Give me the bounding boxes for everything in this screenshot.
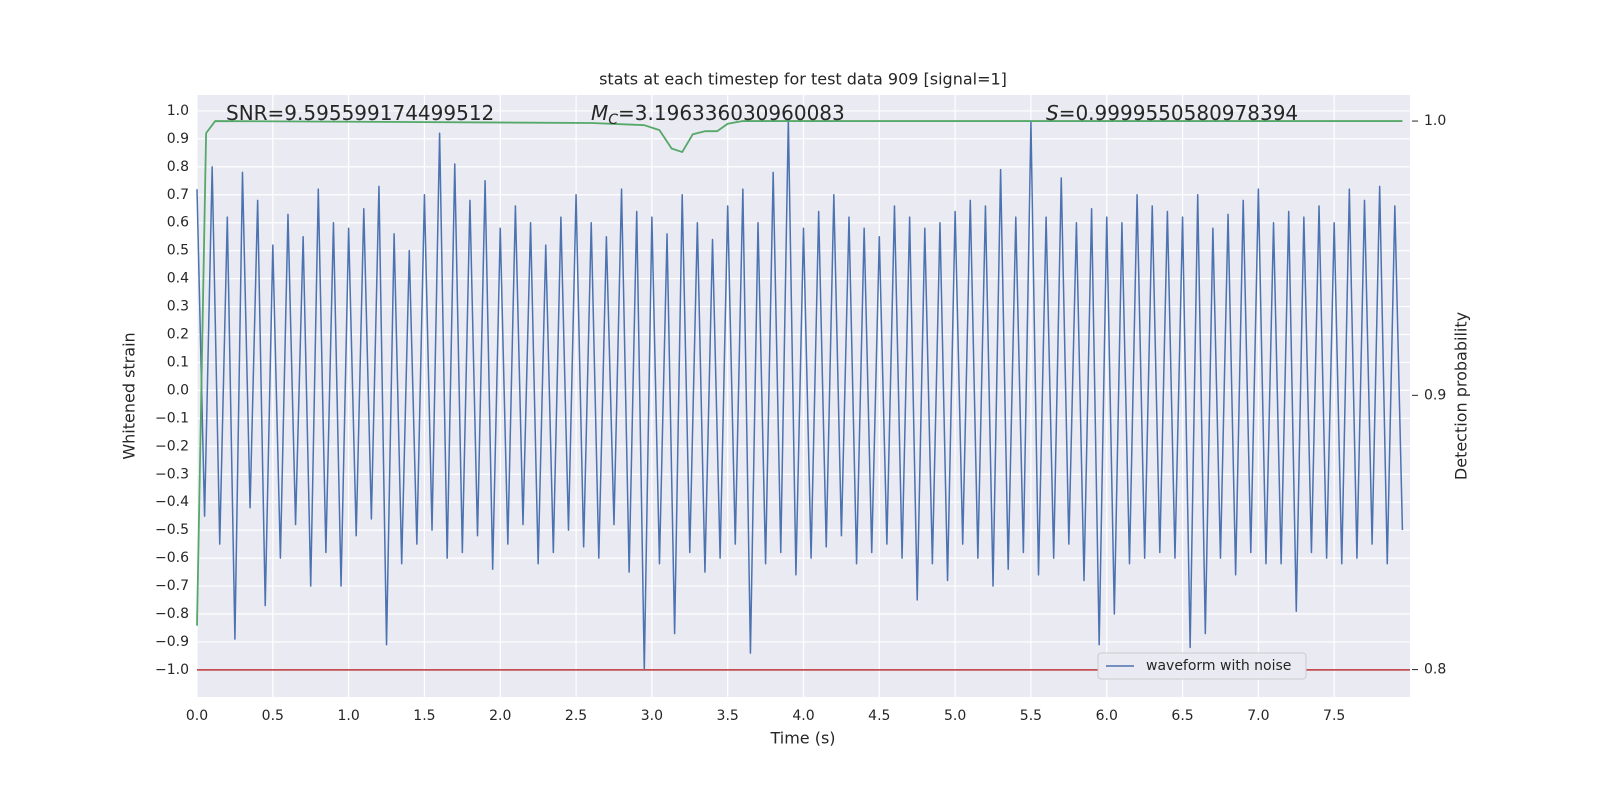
x-tick-label: 3.5 — [717, 708, 739, 724]
y-tick-label: −0.5 — [155, 522, 189, 538]
annotation-subscript: C — [608, 112, 618, 128]
y-tick-label: −0.6 — [155, 550, 189, 566]
x-tick-label: 3.0 — [641, 708, 663, 724]
y2-tick-label: 0.9 — [1424, 387, 1446, 403]
y-tick-label: 0.8 — [167, 159, 189, 175]
x-tick-label: 4.0 — [792, 708, 814, 724]
annotation-text: SNR=9.595599174499512 — [226, 101, 494, 125]
series-line — [196, 120, 1403, 626]
y-tick-label: −0.7 — [155, 578, 189, 594]
x-tick-label: 5.5 — [1020, 708, 1042, 724]
x-tick-label: 1.5 — [413, 708, 435, 724]
y-tick-label: 1.0 — [167, 103, 189, 119]
annotation: SNR=9.595599174499512 — [226, 101, 494, 125]
annotation-text: =3.196336030960083 — [618, 101, 845, 125]
y-tick-label: 0.0 — [167, 382, 189, 398]
y-tick-label: −0.8 — [155, 606, 189, 622]
y-tick-label: −0.4 — [155, 494, 189, 510]
y-tick-label: 0.6 — [167, 215, 189, 231]
x-tick-label: 7.5 — [1323, 708, 1345, 724]
annotation-symbol: S — [1046, 101, 1059, 125]
x-tick-label: 2.5 — [565, 708, 587, 724]
x-tick-label: 4.5 — [868, 708, 890, 724]
y-tick-label: −1.0 — [155, 662, 189, 678]
legend-label: waveform with noise — [1146, 658, 1291, 674]
y-tick-label: 0.4 — [167, 271, 189, 287]
y-tick-label: 0.9 — [167, 131, 189, 147]
y-tick-label: −0.9 — [155, 634, 189, 650]
y-axis-label: Whitened strain — [120, 332, 139, 459]
annotation: S=0.9999550580978394 — [1046, 101, 1298, 125]
x-tick-label: 7.0 — [1247, 708, 1269, 724]
annotation-text: =0.9999550580978394 — [1059, 101, 1298, 125]
x-tick-label: 6.5 — [1171, 708, 1193, 724]
y2-axis-label: Detection probability — [1452, 312, 1471, 480]
y2-tick-label: 0.8 — [1424, 662, 1446, 678]
series-line — [196, 118, 1404, 671]
annotation: MC=3.196336030960083 — [591, 101, 845, 129]
y-tick-label: 0.1 — [167, 354, 189, 370]
y-tick-label: −0.1 — [155, 410, 189, 426]
x-axis-label: Time (s) — [769, 729, 835, 748]
x-tick-label: 0.0 — [186, 708, 208, 724]
x-tick-label: 2.0 — [489, 708, 511, 724]
y-tick-label: 0.3 — [167, 299, 189, 315]
y2-tick-label: 1.0 — [1424, 113, 1446, 129]
y-tick-label: 0.7 — [167, 187, 189, 203]
chart-title: stats at each timestep for test data 909… — [599, 70, 1007, 89]
legend-box — [1097, 652, 1307, 680]
y-tick-label: −0.2 — [155, 438, 189, 454]
x-tick-label: 1.0 — [337, 708, 359, 724]
x-tick-label: 5.0 — [944, 708, 966, 724]
y-tick-label: 0.5 — [167, 243, 189, 259]
x-tick-label: 0.5 — [262, 708, 284, 724]
y-tick-label: 0.2 — [167, 327, 189, 343]
x-tick-label: 6.0 — [1096, 708, 1118, 724]
annotation-symbol: M — [591, 101, 608, 125]
y-tick-label: −0.3 — [155, 466, 189, 482]
